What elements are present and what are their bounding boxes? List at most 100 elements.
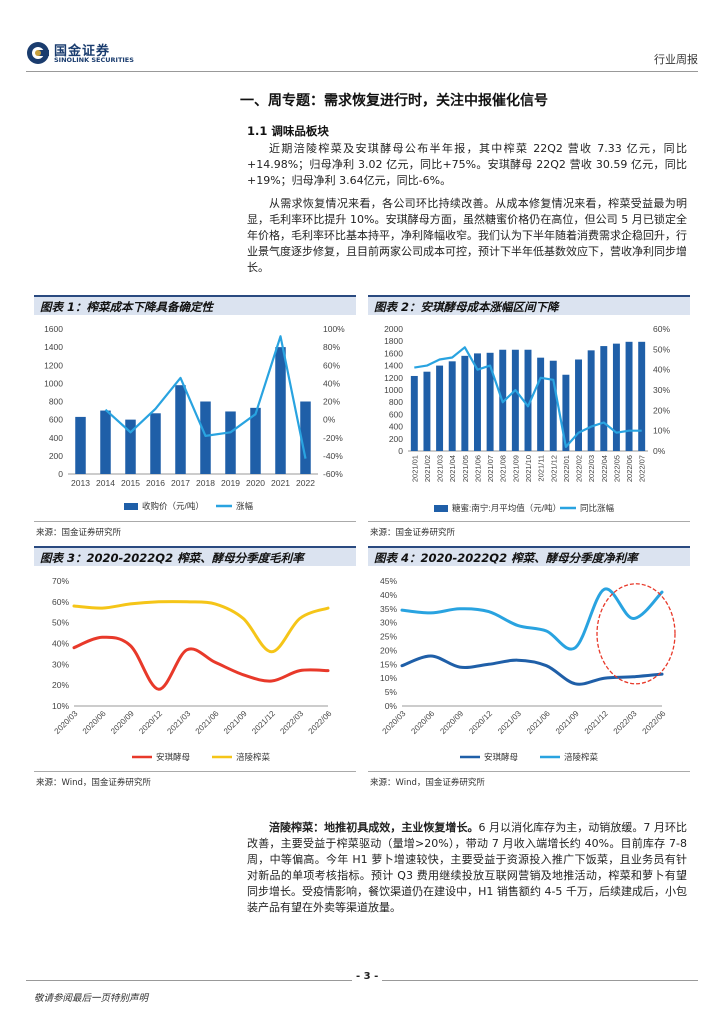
x-tick-label: 2021/09 (222, 709, 249, 736)
disclaimer-note: 敬请参阅最后一页特别声明 (34, 993, 149, 1004)
x-tick-label: 2016 (146, 478, 165, 488)
legend-swatch-bar (124, 503, 138, 510)
y-right-tick-label: 40% (323, 378, 340, 388)
x-tick-label: 2021/05 (461, 455, 470, 482)
x-tick-label: 2013 (71, 478, 90, 488)
x-tick-label: 2022/01 (562, 455, 571, 482)
figure-3-source: 来源：Wind，国金证券研究所 (36, 778, 151, 788)
y-right-tick-label: -40% (323, 451, 343, 461)
x-tick-label: 2021 (271, 478, 290, 488)
x-tick-label: 2017 (171, 478, 190, 488)
x-tick-label: 2020/06 (81, 709, 108, 736)
y-left-tick-label: 0 (58, 469, 63, 479)
x-tick-label: 2021/03 (436, 455, 445, 482)
bar (537, 357, 545, 451)
figure-1-source: 来源：国金证券研究所 (36, 528, 122, 538)
x-tick-label: 2020 (246, 478, 265, 488)
x-tick-label: 2022/05 (612, 455, 621, 482)
y-left-tick-label: 200 (389, 434, 403, 444)
figure-4-divider (368, 771, 690, 772)
subsection-title: 1.1 调味品板块 (247, 124, 329, 138)
x-tick-label: 2021/02 (423, 455, 432, 482)
series-line (414, 346, 642, 448)
paragraph-3-text: 6 月以消化库存为主，动销放缓。7 月环比改善，主要受益于榨菜驱动（量增>20%… (247, 821, 687, 914)
x-tick-label: 2014 (96, 478, 115, 488)
x-tick-label: 2021/04 (448, 455, 457, 482)
figure-4-source: 来源：Wind，国金证券研究所 (370, 778, 485, 788)
bar (410, 375, 418, 451)
y-tick-label: 70% (52, 576, 69, 586)
highlight-circle (596, 583, 676, 685)
x-tick-label: 2021/12 (250, 709, 277, 736)
y-left-tick-label: 0 (398, 446, 403, 456)
y-left-tick-label: 200 (49, 451, 63, 461)
x-tick-label: 2021/09 (511, 455, 520, 482)
x-tick-label: 2020/09 (109, 709, 136, 736)
report-type: 行业周报 (654, 53, 698, 66)
y-right-tick-label: 80% (323, 342, 340, 352)
bar (575, 359, 582, 451)
y-left-tick-label: 1400 (44, 342, 63, 352)
y-right-tick-label: 20% (323, 397, 340, 407)
paragraph-1: 近期涪陵榨菜及安琪酵母公布半年报，其中榨菜 22Q2 营收 7.33 亿元，同比… (247, 141, 687, 189)
y-left-tick-label: 1800 (384, 336, 403, 346)
logo-text-en: SINOLINK SECURITIES (54, 56, 134, 64)
bar (474, 353, 481, 451)
legend-label: 涪陵榨菜 (564, 752, 599, 762)
x-tick-label: 2022/02 (575, 455, 584, 482)
y-left-tick-label: 600 (49, 415, 63, 425)
bar (600, 346, 608, 451)
y-right-tick-label: 30% (653, 385, 670, 395)
x-tick-label: 2020/03 (53, 709, 80, 736)
logo-text-cn: 国金证券 (54, 44, 111, 59)
x-tick-label: 2021/07 (486, 455, 495, 482)
bar (524, 349, 532, 451)
bar (423, 371, 431, 451)
x-tick-label: 2020/12 (137, 709, 164, 736)
x-tick-label: 2021/08 (499, 455, 508, 482)
company-logo: 国金证券 SINOLINK SECURITIES (26, 40, 136, 66)
x-tick-label: 2021/12 (549, 455, 558, 482)
legend-label-line: 同比涨幅 (580, 503, 615, 513)
figure-3-divider (34, 771, 356, 772)
series-line (104, 335, 307, 459)
figure-4-title: 图表 4：2020-2022Q2 榨菜、酵母分季度净利率 (368, 546, 690, 566)
x-tick-label: 2022 (296, 478, 315, 488)
bar (100, 410, 111, 474)
y-tick-label: 0% (385, 701, 398, 711)
series-line (400, 587, 664, 651)
x-tick-label: 2015 (121, 478, 140, 488)
y-right-tick-label: 20% (653, 405, 670, 415)
bar (625, 341, 633, 451)
x-tick-label: 2021/06 (194, 709, 221, 736)
figure-4-chart: 0%5%10%15%20%25%30%35%40%45%2020/03 2020/… (380, 576, 676, 762)
x-tick-label: 2021/09 (554, 709, 581, 736)
y-left-tick-label: 1400 (384, 361, 403, 371)
page-number: - 3 - (352, 971, 383, 982)
y-tick-label: 30% (52, 659, 69, 669)
figure-2-source: 来源：国金证券研究所 (370, 528, 456, 538)
x-tick-label: 2020/06 (409, 709, 436, 736)
figure-3-title: 图表 3：2020-2022Q2 榨菜、酵母分季度毛利率 (34, 546, 356, 566)
paragraph-1-text: 近期涪陵榨菜及安琪酵母公布半年报，其中榨菜 22Q2 营收 7.33 亿元，同比… (247, 142, 687, 187)
legend-label-bar: 收购价（元/吨） (142, 501, 204, 511)
bar (275, 347, 286, 474)
y-left-tick-label: 400 (389, 422, 403, 432)
x-tick-label: 2020/12 (467, 709, 494, 736)
paragraph-3: 涪陵榨菜：地推初具成效，主业恢复增长。6 月以消化库存为主，动销放缓。7 月环比… (247, 820, 687, 916)
y-right-tick-label: 50% (653, 344, 670, 354)
y-left-tick-label: 2000 (384, 324, 403, 334)
y-tick-label: 40% (52, 639, 69, 649)
y-tick-label: 15% (380, 659, 397, 669)
x-tick-label: 2022/07 (638, 455, 647, 482)
x-tick-label: 2021/01 (410, 455, 419, 482)
x-tick-label: 2022/06 (307, 709, 334, 736)
series-line (400, 654, 664, 686)
y-left-tick-label: 1600 (44, 324, 63, 334)
bar (486, 352, 494, 451)
y-tick-label: 45% (380, 576, 397, 586)
bar (225, 411, 236, 474)
bar (612, 343, 620, 451)
bar (436, 365, 444, 451)
y-left-tick-label: 400 (49, 433, 63, 443)
